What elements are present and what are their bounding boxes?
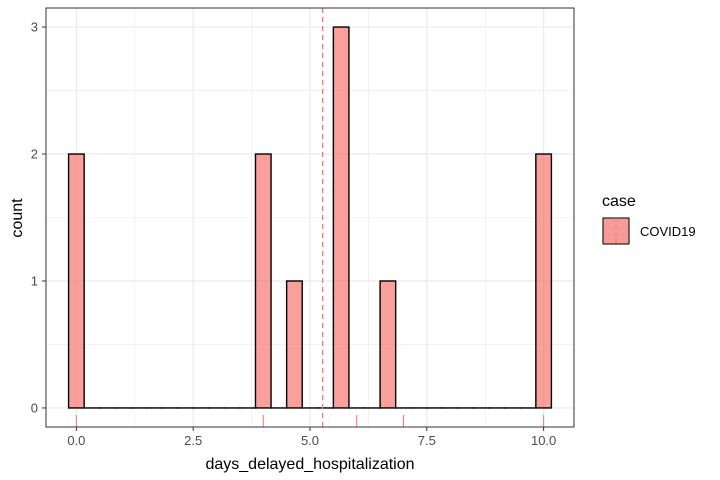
- histogram-bar: [535, 153, 553, 409]
- y-tick-label: 1: [31, 273, 38, 288]
- legend: case COVID19: [602, 193, 696, 245]
- major-gridlines: [46, 8, 574, 427]
- legend-title: case: [602, 193, 636, 210]
- x-tick-label: 5.0: [301, 433, 319, 448]
- y-axis-title: count: [9, 198, 26, 238]
- x-tick-label: 0.0: [67, 433, 85, 448]
- histogram-bar: [332, 26, 350, 409]
- y-tick-label: 2: [31, 147, 38, 162]
- rug-marks: [75, 415, 545, 427]
- histogram-bar: [67, 153, 85, 409]
- histogram-bar: [285, 280, 303, 409]
- x-axis-ticks: 0.0 2.5 5.0 7.5 10.0: [67, 427, 556, 448]
- histogram-bars: [67, 26, 553, 409]
- legend-label-covid19: COVID19: [640, 224, 696, 239]
- y-tick-label: 0: [31, 400, 38, 415]
- x-tick-label: 7.5: [418, 433, 436, 448]
- histogram-bar: [379, 280, 397, 409]
- y-tick-label: 3: [31, 20, 38, 35]
- x-axis-title: days_delayed_hospitalization: [205, 456, 414, 473]
- x-tick-label: 2.5: [184, 433, 202, 448]
- histogram-bar: [254, 153, 272, 409]
- x-tick-label: 10.0: [531, 433, 556, 448]
- y-axis-ticks: 0 1 2 3: [31, 20, 46, 415]
